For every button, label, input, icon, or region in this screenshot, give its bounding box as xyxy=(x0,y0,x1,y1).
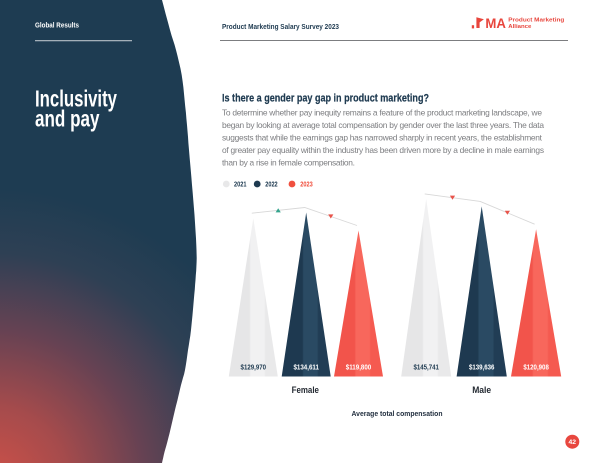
svg-text:MA: MA xyxy=(485,16,506,31)
svg-text:$129,970: $129,970 xyxy=(241,364,267,371)
svg-text:$139,636: $139,636 xyxy=(469,364,495,371)
svg-text:$134,611: $134,611 xyxy=(293,364,319,371)
svg-text:$145,741: $145,741 xyxy=(413,364,439,371)
svg-text:Global Results: Global Results xyxy=(35,21,79,30)
svg-text:2022: 2022 xyxy=(265,182,278,189)
svg-text:Male: Male xyxy=(472,385,491,395)
svg-text:of greater pay equality within: of greater pay equality within the indus… xyxy=(222,145,544,155)
svg-text:42: 42 xyxy=(569,439,577,446)
svg-text:$119,800: $119,800 xyxy=(346,364,372,371)
svg-text:$120,908: $120,908 xyxy=(523,364,549,371)
svg-text:Female: Female xyxy=(292,385,319,395)
svg-text:Average total compensation: Average total compensation xyxy=(352,409,443,418)
svg-text:than by a rise in female compe: than by a rise in female compensation. xyxy=(222,158,355,168)
svg-text:began by looking at average to: began by looking at average total compen… xyxy=(222,120,544,130)
svg-text:Is there a gender pay gap in p: Is there a gender pay gap in product mar… xyxy=(222,92,429,104)
svg-text:Alliance: Alliance xyxy=(508,24,531,30)
svg-text:2021: 2021 xyxy=(234,182,247,189)
svg-text:2023: 2023 xyxy=(300,182,313,189)
svg-text:Product Marketing Salary Surve: Product Marketing Salary Survey 2023 xyxy=(222,22,339,31)
svg-text:suggests that while the earnin: suggests that while the earnings gap has… xyxy=(222,133,543,143)
svg-text:and pay: and pay xyxy=(35,106,100,132)
svg-text:To determine whether pay inequ: To determine whether pay inequity remain… xyxy=(222,107,542,117)
svg-text:Product Marketing: Product Marketing xyxy=(508,18,564,24)
svg-text:Inclusivity: Inclusivity xyxy=(35,86,117,112)
